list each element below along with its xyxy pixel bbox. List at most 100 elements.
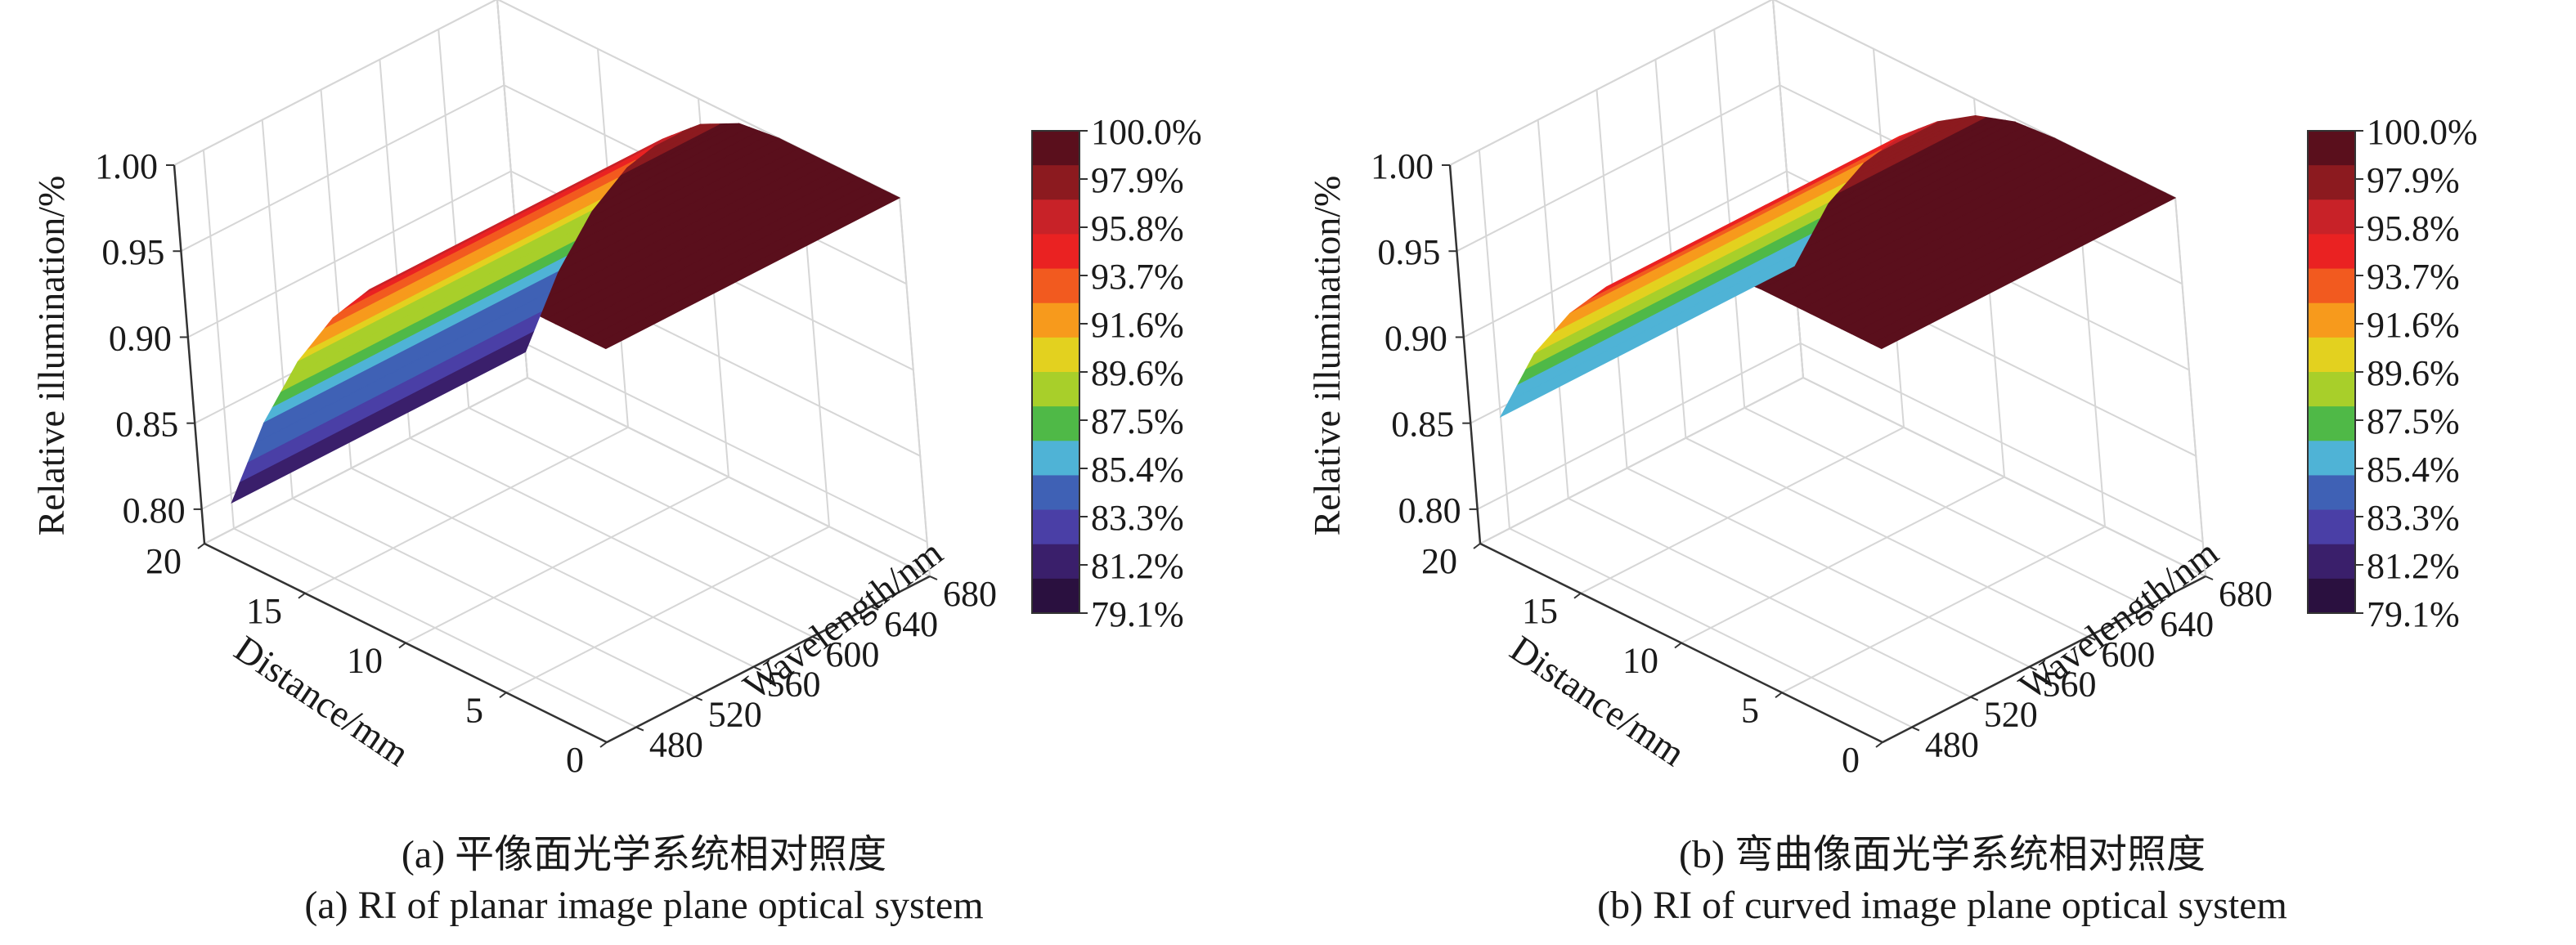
pa-z-tick-label-4: 0.80 [123, 490, 186, 531]
pa-grid-y-5 [202, 150, 637, 728]
pb-y-tick-label-4: 520 [1984, 695, 2038, 735]
pb-colorbar-label-10: 79.1% [2367, 594, 2460, 634]
pa-x-tick-2 [398, 642, 406, 649]
caption-en-b: (b) RI of curved image plane optical sys… [1597, 884, 2287, 927]
pb-colorbar-segment-7 [2308, 372, 2355, 408]
pa-y-tick-5 [635, 726, 644, 732]
pa-x-tick-4 [599, 741, 608, 748]
pa-grid-y-4 [261, 119, 696, 698]
caption-zh-b: (b) 弯曲像面光学系统相对照度 [1679, 833, 2206, 876]
pa-z-axis-line [173, 164, 206, 544]
pb-y-tick-label-5: 480 [1925, 725, 1979, 765]
pa-colorbar-label-7: 85.4% [1091, 450, 1184, 490]
pb-y-tick-label-0: 680 [2219, 574, 2273, 614]
pb-colorbar-segment-8 [2308, 406, 2355, 442]
pa-colorbar-label-4: 91.6% [1091, 305, 1184, 345]
pa-y-axis-line [606, 575, 931, 744]
pb-z-tick-label-0: 1.00 [1371, 146, 1434, 186]
panel-a: 1.00 0.95 0.90 0.85 0.80 20 15 10 5 0 680 640 600 560… [30, 0, 1202, 927]
pb-z-tick-label-3: 0.85 [1391, 405, 1454, 445]
pa-z-tick-label-3: 0.85 [115, 405, 178, 445]
pb-colorbar-label-9: 81.2% [2367, 546, 2460, 586]
pa-colorbar-label-5: 89.6% [1091, 353, 1184, 393]
pb-colorbar-label-7: 85.4% [2367, 450, 2460, 490]
pb-y-tick-4 [1970, 696, 1979, 701]
pb-colorbar-label-4: 91.6% [2367, 305, 2460, 345]
pa-z-tick-label-2: 0.90 [109, 318, 172, 358]
pb-colorbar-segment-11 [2308, 509, 2355, 545]
pa-colorbar-segment-1 [1032, 165, 1079, 201]
pa-colorbar-segment-4 [1032, 268, 1079, 304]
pa-x-axis-label: Distance/mm [227, 627, 417, 774]
pb-x-tick-3 [1775, 692, 1783, 699]
pa-grid-y-2 [379, 59, 813, 638]
pb-x-tick-label-1: 15 [1522, 591, 1558, 631]
pa-z-tick-label-1: 0.95 [101, 232, 164, 272]
pb-colorbar-label-2: 95.8% [2367, 208, 2460, 249]
pb-x-tick-label-3: 5 [1741, 690, 1759, 730]
pb-y-tick-0 [2205, 576, 2214, 580]
pa-x-tick-label-2: 10 [347, 641, 383, 681]
pb-grid-y-4 [1537, 119, 1972, 698]
pb-y-tick-1 [2146, 605, 2155, 611]
pa-y-tick-label-2: 600 [825, 634, 879, 674]
pb-colorbar-segment-12 [2308, 544, 2355, 580]
pa-colorbar-segment-3 [1032, 234, 1079, 270]
pa-y-tick-3 [753, 665, 761, 671]
pb-z-axis-line [1448, 164, 1482, 544]
pa-grid-y-3 [320, 89, 754, 668]
pb-colorbar-label-8: 83.3% [2367, 498, 2460, 538]
pa-y-tick-1 [870, 605, 879, 611]
pb-z-axis-label: Relative illumination/% [1308, 176, 1348, 536]
pa-colorbar-label-3: 93.7% [1091, 257, 1184, 297]
pb-colorbar-segment-0 [2308, 131, 2355, 167]
pb-y-tick-2 [2087, 635, 2096, 641]
pa-x-tick-label-3: 5 [465, 690, 483, 730]
pb-grid-y-2 [1654, 59, 2089, 638]
pb-x-tick-0 [1473, 543, 1481, 549]
pb-surface-strip-39 [1499, 249, 1804, 418]
pb-grid-y-1 [1713, 29, 2147, 607]
pa-z-axis-label: Relative illumination/% [30, 176, 72, 536]
pa-colorbar-segment-10 [1032, 475, 1079, 511]
pb-colorbar-segment-2 [2308, 199, 2355, 235]
pb-grid-y-3 [1595, 89, 2030, 668]
pb-z-tick-label-1: 0.95 [1377, 232, 1440, 272]
pb-y-tick-3 [2029, 665, 2037, 671]
pb-y-axis-line [1882, 575, 2206, 744]
pb-grid-y-5 [1478, 150, 1913, 728]
pb-y-tick-label-1: 640 [2160, 604, 2214, 644]
pa-y-tick-2 [811, 635, 820, 641]
pa-colorbar-label-8: 83.3% [1091, 498, 1184, 538]
pb-colorbar-segment-1 [2308, 165, 2355, 201]
pa-colorbar-segment-12 [1032, 544, 1079, 580]
pb-z-tick-label-2: 0.90 [1384, 318, 1447, 358]
pa-y-tick-0 [929, 576, 938, 580]
pb-colorbar-label-1: 97.9% [2367, 160, 2460, 200]
pa-x-tick-3 [499, 692, 507, 699]
pb-x-tick-label-4: 0 [1842, 740, 1860, 780]
panel-b: 1.00 0.95 0.90 0.85 0.80 20 15 10 5 0 680 640 600 560… [1308, 0, 2576, 945]
pa-colorbar-label-2: 95.8% [1091, 208, 1184, 249]
pa-x-tick-1 [298, 592, 306, 599]
pb-colorbar-segment-10 [2308, 475, 2355, 511]
pa-grid-y-0 [496, 0, 931, 577]
pa-colorbar-label-1: 97.9% [1091, 160, 1184, 200]
pa-y-tick-label-1: 640 [884, 604, 938, 644]
pa-colorbar-label-0: 100.0% [1091, 112, 1202, 152]
pb-x-tick-label-2: 10 [1622, 641, 1658, 681]
pb-grid-y-0 [1772, 0, 2206, 577]
pb-x-tick-label-0: 20 [1421, 541, 1457, 581]
pb-colorbar-segment-3 [2308, 234, 2355, 270]
pb-surface-strip-37 [1516, 217, 1821, 387]
pb-x-tick-2 [1674, 642, 1682, 649]
pa-colorbar-segment-5 [1032, 302, 1079, 338]
surface-chart-a: 1.00 0.95 0.90 0.85 0.80 20 15 10 5 0 680640600560… [30, 0, 1202, 780]
pa-colorbar-segment-9 [1032, 441, 1079, 477]
pb-colorbar-label-5: 89.6% [2367, 353, 2460, 393]
pa-colorbar-label-9: 81.2% [1091, 546, 1184, 586]
pa-x-tick-0 [197, 543, 205, 549]
pa-y-tick-label-3: 560 [767, 665, 821, 705]
pa-z-tick-label-0: 1.00 [95, 146, 158, 186]
pb-x-tick-1 [1573, 592, 1582, 599]
